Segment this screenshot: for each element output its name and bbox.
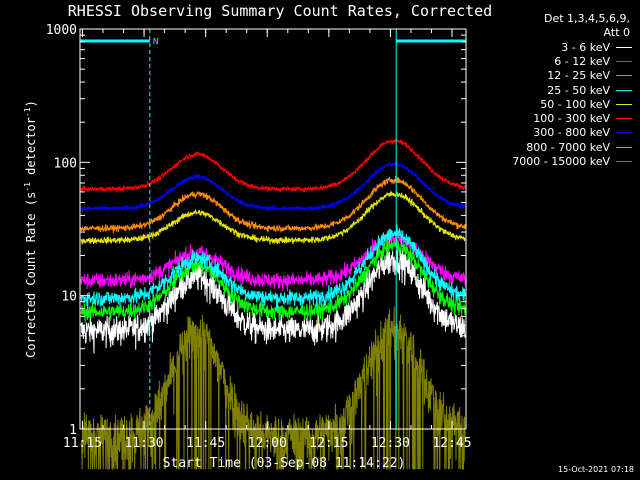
legend-entry-2: 12 - 25 keV bbox=[478, 69, 636, 83]
y-tick-label-3: 1000 bbox=[46, 23, 77, 38]
legend-title-attenuator: Att 0 bbox=[603, 26, 630, 39]
legend-swatch bbox=[616, 46, 632, 48]
x-tick-label-0: 11:15 bbox=[63, 436, 102, 451]
legend-entry-3: 25 - 50 keV bbox=[478, 83, 636, 97]
legend-swatch bbox=[616, 161, 632, 163]
legend: Det 1,3,4,5,6,9, Att 0 3 - 6 keV 6 - 12 k… bbox=[478, 12, 636, 169]
x-tick-label-6: 12:45 bbox=[432, 436, 471, 451]
plot-frame bbox=[79, 28, 467, 430]
x-tick-label-5: 12:30 bbox=[371, 436, 410, 451]
y-tick-label-1: 10 bbox=[61, 290, 77, 305]
y-tick-label-0: 1 bbox=[69, 423, 77, 438]
legend-entry-6: 300 - 800 keV bbox=[478, 126, 636, 140]
series-layer bbox=[80, 138, 466, 470]
y-tick-label-2: 100 bbox=[54, 156, 77, 171]
legend-label: 25 - 50 keV bbox=[547, 83, 610, 97]
night-markers: N bbox=[79, 29, 467, 429]
legend-entry-5: 100 - 300 keV bbox=[478, 111, 636, 125]
x-tick-label-1: 11:30 bbox=[124, 436, 163, 451]
legend-label: 3 - 6 keV bbox=[561, 40, 610, 54]
y-axis-label-main: Corrected Count Rate (s bbox=[24, 192, 38, 358]
legend-label: 100 - 300 keV bbox=[533, 112, 610, 126]
series-line-7 bbox=[80, 176, 466, 234]
legend-label: 6 - 12 keV bbox=[554, 54, 610, 68]
legend-swatch bbox=[616, 132, 632, 134]
legend-swatch bbox=[616, 89, 632, 91]
legend-swatch bbox=[616, 75, 632, 77]
legend-entry-1: 6 - 12 keV bbox=[478, 54, 636, 68]
series-line-6 bbox=[80, 161, 466, 213]
legend-label: 12 - 25 keV bbox=[547, 69, 610, 83]
legend-entry-7: 800 - 7000 keV bbox=[478, 140, 636, 154]
x-axis-label: Start Time (03-Sep-08 11:14:22) bbox=[163, 456, 406, 471]
legend-swatch bbox=[616, 60, 632, 62]
legend-label: 7000 - 15000 keV bbox=[512, 155, 610, 169]
axes-layer: 11:15 11:30 11:45 12:00 12:15 12:30 12:45 1 10 10… bbox=[46, 23, 472, 451]
chart-title: RHESSI Observing Summary Count Rates, Co… bbox=[68, 2, 492, 20]
y-axis-label-mid: detector bbox=[24, 117, 38, 182]
series-line-3 bbox=[80, 224, 466, 311]
y-axis-label-exp2: -1 bbox=[23, 107, 32, 117]
series-line-5 bbox=[80, 138, 466, 194]
legend-swatch bbox=[616, 146, 632, 148]
x-tick-label-3: 12:00 bbox=[248, 436, 287, 451]
legend-label: 50 - 100 keV bbox=[540, 97, 610, 111]
night-marker-label: N bbox=[153, 37, 159, 46]
x-tick-label-4: 12:15 bbox=[309, 436, 348, 451]
x-tick-label-2: 11:45 bbox=[186, 436, 225, 451]
legend-label: 300 - 800 keV bbox=[533, 126, 610, 140]
legend-swatch bbox=[616, 118, 632, 120]
footer-timestamp: 15-Oct-2021 07:18 bbox=[558, 465, 634, 474]
legend-entry-4: 50 - 100 keV bbox=[478, 97, 636, 111]
y-axis-label-end: ) bbox=[24, 100, 38, 107]
series-line-0 bbox=[80, 247, 466, 354]
series-line-8 bbox=[80, 306, 466, 470]
legend-swatch bbox=[616, 103, 632, 105]
series-line-4 bbox=[80, 190, 466, 245]
legend-title-detectors: Det 1,3,4,5,6,9, bbox=[543, 12, 630, 25]
y-axis-label-exp1: -1 bbox=[23, 182, 32, 192]
legend-entry-8: 7000 - 15000 keV bbox=[478, 154, 636, 168]
y-axis-label: Corrected Count Rate (s-1 detector-1) bbox=[23, 100, 38, 358]
legend-rows: 3 - 6 keV 6 - 12 keV 12 - 25 keV 25 - 50 ke… bbox=[478, 40, 636, 169]
legend-entry-0: 3 - 6 keV bbox=[478, 40, 636, 54]
series-line-2 bbox=[80, 236, 466, 324]
legend-label: 800 - 7000 keV bbox=[526, 140, 610, 154]
